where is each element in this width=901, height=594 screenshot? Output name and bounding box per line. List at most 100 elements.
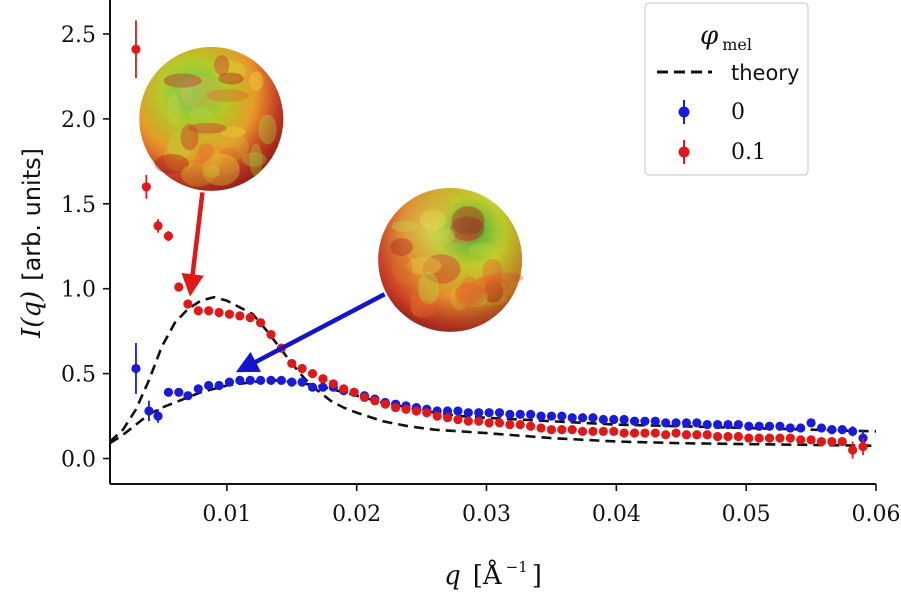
y-axis-label: I(q) [arb. units] <box>17 148 47 339</box>
data-point <box>775 421 785 431</box>
data-point <box>567 425 577 435</box>
data-point <box>494 408 505 418</box>
data-point <box>494 418 505 428</box>
data-point <box>474 416 484 426</box>
data-point <box>557 411 567 421</box>
data-point <box>141 182 151 192</box>
data-point <box>153 411 163 421</box>
data-point <box>359 392 370 402</box>
data-point <box>650 416 660 426</box>
data-point <box>183 391 193 401</box>
data-point <box>453 406 463 416</box>
data-point <box>131 44 141 54</box>
data-point <box>401 404 411 414</box>
data-point <box>681 430 692 440</box>
data-point <box>214 380 224 391</box>
data-point <box>174 387 184 397</box>
sphere-shading <box>378 187 523 332</box>
data-point <box>266 375 276 386</box>
data-point <box>328 379 338 389</box>
x-tick-label: 0.03 <box>462 502 511 527</box>
data-point <box>754 421 764 431</box>
sphere-phi-0 <box>235 187 524 373</box>
data-point <box>245 312 255 323</box>
x-tick-label: 0.02 <box>332 502 381 527</box>
data-point <box>453 414 463 425</box>
data-point <box>546 411 557 421</box>
data-point <box>235 375 245 386</box>
data-point <box>432 411 442 421</box>
data-point <box>577 426 588 436</box>
data-point <box>463 408 473 418</box>
data-point <box>837 425 847 435</box>
data-point <box>764 433 775 443</box>
legend: φ mel theory 0 0.1 <box>644 2 809 176</box>
data-point <box>224 377 235 387</box>
data-point <box>131 363 141 374</box>
legend-box <box>644 2 809 176</box>
data-point <box>796 423 806 433</box>
data-point <box>484 418 494 428</box>
data-point <box>837 436 847 447</box>
data-point <box>733 431 743 442</box>
data-point <box>609 414 619 425</box>
axes: 0.01 0.02 0.03 0.04 0.05 0.06 0.0 0.5 1.0 1.5 2.0 2… <box>61 0 900 527</box>
data-point <box>661 418 671 428</box>
data-point <box>671 428 681 438</box>
data-point <box>661 430 671 440</box>
data-point <box>474 408 484 418</box>
data-point <box>214 307 224 318</box>
data-point <box>692 430 702 440</box>
data-point <box>276 375 286 386</box>
data-point <box>505 419 515 430</box>
data-point <box>536 411 546 421</box>
x-tick-label: 0.06 <box>852 502 901 527</box>
data-point <box>806 418 816 428</box>
data-point <box>193 384 203 394</box>
data-point <box>702 419 712 430</box>
data-point <box>370 396 380 406</box>
data-point <box>287 358 297 369</box>
data-point <box>287 377 297 387</box>
y-tick-label: 1.5 <box>61 193 96 218</box>
y-tick-label: 1.0 <box>61 278 96 303</box>
data-point <box>744 433 754 443</box>
data-point <box>515 409 525 419</box>
data-point <box>609 426 619 436</box>
inset-arrow <box>181 192 205 297</box>
data-point <box>754 433 764 443</box>
data-point <box>442 413 453 423</box>
series-0.1 <box>131 20 868 459</box>
legend-blue-label: 0 <box>731 100 745 125</box>
data-point <box>796 435 806 445</box>
data-point <box>339 384 349 394</box>
data-point <box>619 414 629 425</box>
data-point <box>567 413 577 423</box>
data-point <box>307 369 318 379</box>
data-point <box>640 428 650 438</box>
data-point <box>193 306 203 316</box>
data-point <box>640 416 650 426</box>
data-point <box>577 413 588 423</box>
data-point <box>671 418 681 428</box>
series-0 <box>131 343 868 447</box>
inset-arrow <box>235 292 386 373</box>
data-point <box>505 409 515 419</box>
data-point <box>650 428 660 438</box>
data-series <box>131 20 868 459</box>
data-point <box>411 406 421 416</box>
data-point <box>588 413 598 423</box>
data-point <box>297 363 307 374</box>
data-point <box>733 419 743 430</box>
data-point <box>307 382 318 392</box>
data-point <box>858 442 868 452</box>
data-point <box>153 221 163 231</box>
data-point <box>526 421 536 431</box>
data-point <box>546 425 557 435</box>
data-point <box>422 408 432 418</box>
data-point <box>816 436 827 447</box>
legend-red-label: 0.1 <box>731 140 766 165</box>
data-point <box>557 425 567 435</box>
data-point <box>764 421 775 431</box>
x-tick-label: 0.04 <box>592 502 641 527</box>
